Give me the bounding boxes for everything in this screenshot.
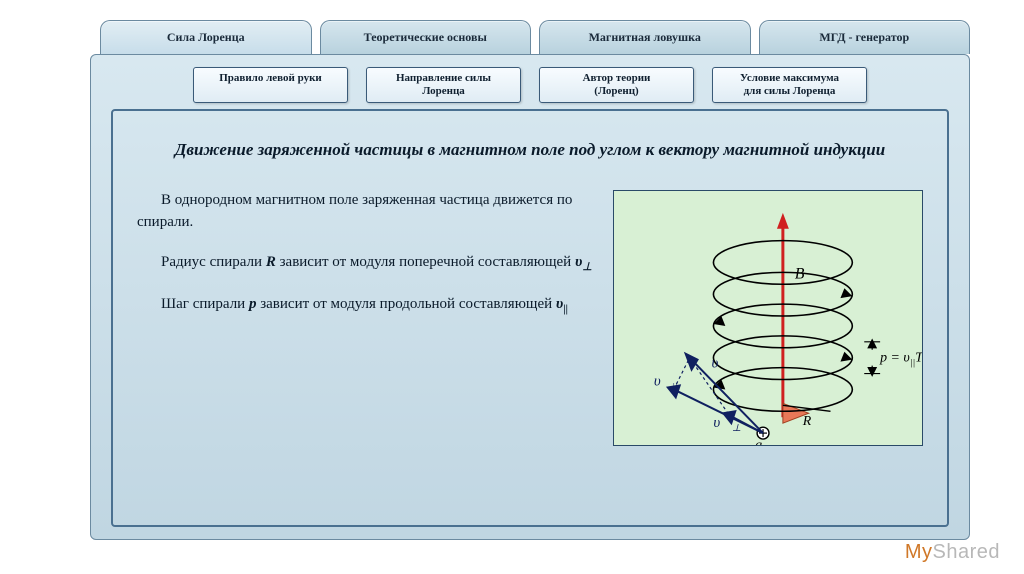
subtab-force-direction[interactable]: Направление силыЛоренца <box>366 67 521 103</box>
content-panel: Правило левой руки Направление силыЛорен… <box>90 54 970 540</box>
subtab-bar: Правило левой руки Направление силыЛорен… <box>111 67 949 103</box>
page-title: Движение заряженной частицы в магнитном … <box>157 139 903 162</box>
tab-bar: Сила Лоренца Теоретические основы Магнит… <box>90 20 970 54</box>
svg-text:υ⃗⊥: υ⃗⊥ <box>713 415 741 434</box>
subtab-author[interactable]: Автор теории(Лоренц) <box>539 67 694 103</box>
paragraph-1: В однородном магнитном поле заряженная ч… <box>137 190 595 234</box>
tab-theory[interactable]: Теоретические основы <box>320 20 532 54</box>
paragraph-2: Радиус спирали R зависит от модуля попер… <box>137 252 595 276</box>
figure-helix: R <box>613 190 923 446</box>
svg-text:p = υ||T: p = υ||T <box>879 351 922 369</box>
svg-text:υ⃗||: υ⃗|| <box>654 374 678 393</box>
tab-magnetic-trap[interactable]: Магнитная ловушка <box>539 20 751 54</box>
inner-frame: Движение заряженной частицы в магнитном … <box>111 109 949 527</box>
svg-text:B⃗: B⃗ <box>795 266 817 283</box>
subtab-left-hand-rule[interactable]: Правило левой руки <box>193 67 348 103</box>
subtab-max-condition[interactable]: Условие максимумадля силы Лоренца <box>712 67 867 103</box>
tab-mhd-generator[interactable]: МГД - генератор <box>759 20 971 54</box>
svg-text:υ⃗: υ⃗ <box>711 356 729 372</box>
paragraph-3: Шаг спирали p зависит от модуля продольн… <box>137 294 595 318</box>
svg-text:R: R <box>802 414 812 429</box>
watermark: MyShared <box>905 541 1000 564</box>
svg-text:q: q <box>755 438 762 445</box>
text-column: В однородном магнитном поле заряженная ч… <box>137 190 595 446</box>
tab-lorentz-force[interactable]: Сила Лоренца <box>100 20 312 54</box>
